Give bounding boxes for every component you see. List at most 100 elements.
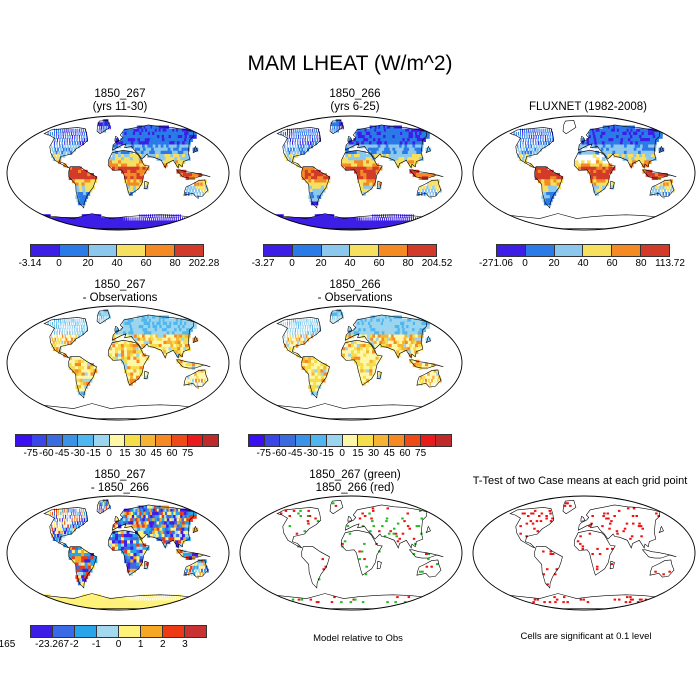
grid-cell	[627, 154, 632, 158]
significant-cell	[554, 601, 557, 604]
grid-cell	[616, 154, 621, 158]
grid-cell	[544, 169, 548, 174]
grid-cell	[172, 530, 177, 535]
grid-cell	[55, 530, 58, 535]
grid-cell	[61, 318, 63, 323]
grid-cell	[292, 141, 293, 146]
grid-cell	[192, 147, 199, 152]
grid-cell	[285, 150, 288, 155]
grid-cell	[72, 356, 76, 361]
grid-cell	[369, 176, 374, 180]
grid-cell	[366, 363, 371, 367]
grid-cell	[150, 154, 155, 158]
grid-cell	[378, 182, 382, 187]
grid-cell	[106, 217, 111, 222]
grid-cell	[531, 128, 533, 133]
grid-cell	[199, 382, 201, 386]
grid-cell	[145, 597, 147, 602]
grid-cell	[284, 321, 286, 326]
grid-cell	[312, 328, 314, 332]
grid-cell	[530, 141, 532, 146]
grid-cell	[184, 141, 191, 146]
grid-cell	[308, 226, 311, 230]
grid-cell	[360, 135, 364, 139]
grid-cell	[316, 195, 322, 199]
grid-cell	[169, 220, 172, 225]
grid-cell	[193, 192, 196, 196]
grid-cell	[145, 337, 150, 342]
grid-cell	[438, 185, 441, 190]
grid-cell	[362, 347, 367, 351]
map-fill-layer	[279, 502, 439, 604]
grid-cell	[196, 192, 199, 196]
grid-cell	[81, 182, 86, 187]
grid-cell	[182, 128, 192, 133]
grid-cell	[354, 223, 357, 228]
grid-cell	[153, 331, 159, 336]
grid-cell	[376, 223, 379, 228]
grid-cell	[298, 128, 300, 133]
grid-cell	[435, 192, 437, 196]
significant-cell	[385, 520, 388, 523]
grid-cell	[177, 606, 180, 610]
grid-cell	[69, 521, 71, 526]
grid-cell	[78, 195, 83, 199]
grid-cell	[522, 128, 523, 133]
grid-cell	[142, 138, 147, 142]
grid-cell	[408, 353, 413, 358]
grid-cell	[74, 173, 79, 177]
colorbar-swatch	[94, 435, 110, 446]
grid-cell	[313, 201, 319, 206]
colorbar-tick-label: 60	[606, 258, 618, 269]
grid-cell	[148, 223, 151, 228]
grid-cell	[83, 131, 85, 136]
grid-cell	[170, 147, 176, 152]
grid-cell	[362, 188, 367, 193]
grid-cell	[145, 603, 148, 608]
grid-cell	[151, 141, 156, 146]
grid-cell	[200, 188, 203, 193]
grid-cell	[75, 559, 80, 564]
grid-cell	[129, 537, 134, 541]
grid-cell	[101, 223, 104, 228]
grid-cell	[602, 163, 606, 168]
grid-cell	[165, 347, 170, 351]
significant-cell	[415, 525, 419, 528]
grid-cell	[658, 188, 661, 193]
grid-cell	[118, 356, 122, 361]
grid-cell	[82, 331, 84, 336]
coastline-indonesia	[175, 359, 211, 369]
grid-cell	[381, 337, 386, 342]
coastline-australia	[416, 369, 442, 388]
panel-title-p8: T-Test of two Case means at each grid po…	[472, 475, 688, 487]
grid-cell	[299, 150, 303, 155]
grid-cell	[136, 556, 141, 560]
grid-cell	[172, 217, 174, 222]
significant-cell	[316, 520, 320, 523]
grid-cell	[304, 366, 309, 370]
grid-cell	[310, 382, 315, 386]
grid-cell	[599, 166, 604, 171]
grid-cell	[599, 160, 603, 165]
grid-cell	[139, 356, 144, 361]
grid-cell	[294, 328, 296, 332]
coastline-namerica	[43, 127, 89, 169]
grid-cell	[312, 223, 315, 228]
grid-cell	[127, 543, 131, 548]
grid-cell	[127, 135, 131, 139]
grid-cell	[104, 217, 109, 222]
grid-cell	[197, 179, 201, 184]
grid-cell	[584, 166, 588, 171]
grid-cell	[145, 220, 148, 225]
grid-cell	[403, 226, 406, 230]
grid-cell	[289, 144, 291, 149]
grid-cell	[304, 328, 306, 332]
grid-cell	[136, 543, 140, 548]
significant-cell	[586, 601, 590, 604]
grid-cell	[61, 508, 63, 513]
grid-cell	[104, 122, 107, 127]
grid-cell	[539, 128, 541, 133]
coastline-antarctica	[509, 213, 656, 229]
grid-cell	[120, 518, 124, 522]
grid-cell	[595, 157, 600, 161]
